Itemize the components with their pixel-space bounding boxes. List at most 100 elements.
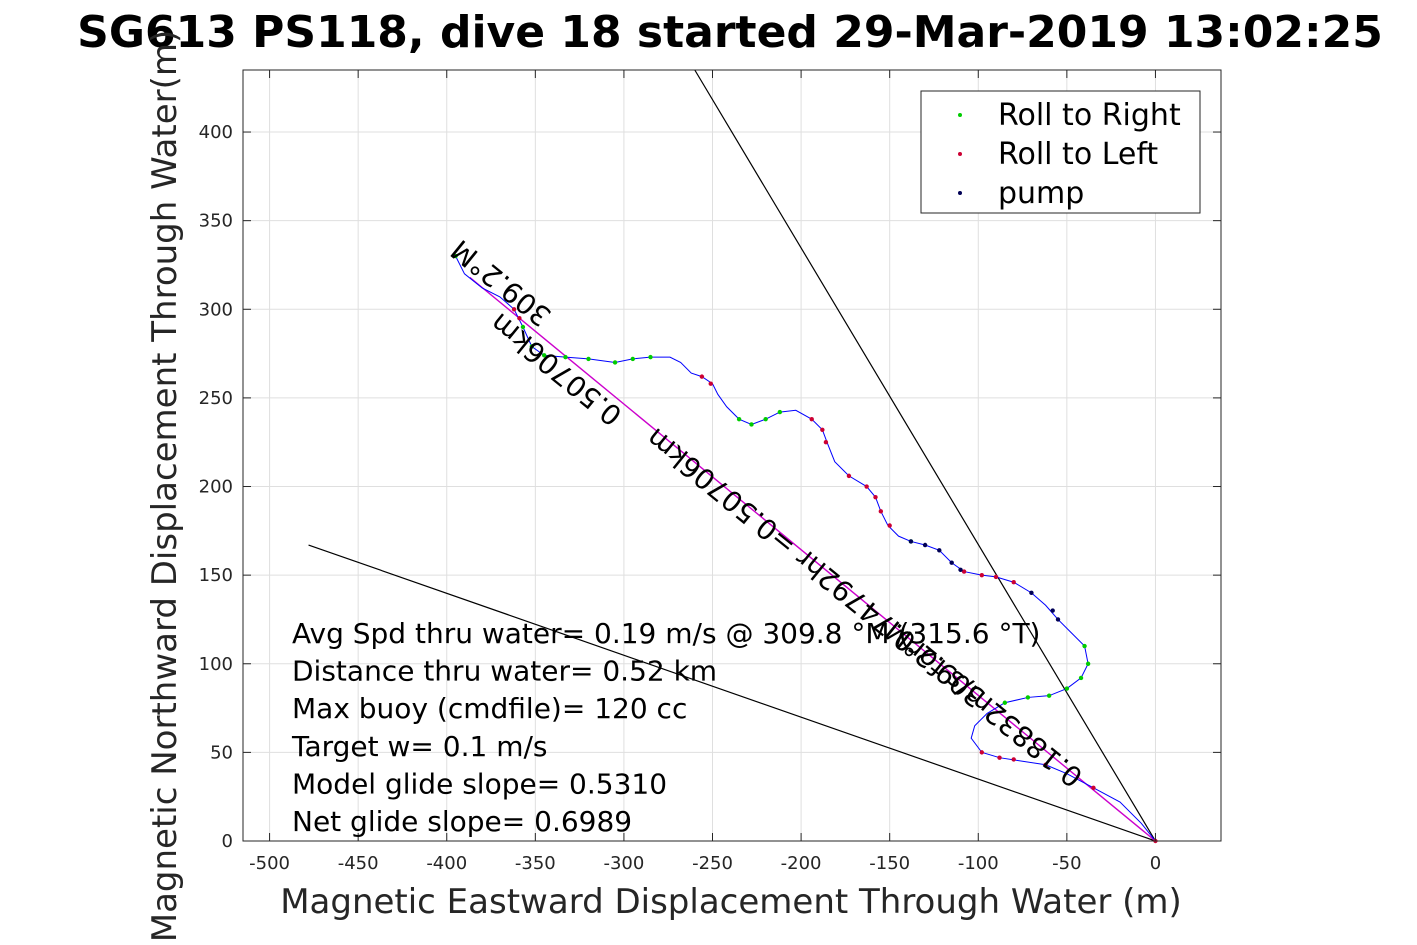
data-point (1043, 762, 1048, 767)
data-point (864, 484, 869, 489)
data-point (511, 307, 517, 312)
data-point (612, 360, 618, 365)
legend-entry: pump (998, 176, 1084, 211)
data-point (1064, 686, 1070, 691)
data-point (937, 548, 942, 553)
chart-title: SG613 PS118, dive 18 started 29-Mar-2019… (77, 7, 1383, 58)
data-point (979, 750, 985, 755)
y-tick-label: 300 (199, 299, 233, 320)
x-tick-label: 0 (1150, 853, 1161, 874)
data-point (1078, 675, 1084, 681)
y-tick-label: 350 (199, 211, 233, 232)
data-point (873, 494, 878, 500)
upper-bound-line (694, 69, 1156, 842)
x-tick-label: -200 (781, 853, 822, 874)
annotation-block: Avg Spd thru water= 0.19 m/s @ 309.8 °M … (291, 617, 1040, 838)
bound-lines (308, 69, 1156, 842)
mean-heading-line (469, 276, 1156, 842)
data-point (820, 427, 825, 432)
x-tick-label: -300 (603, 853, 644, 874)
data-point (1082, 643, 1087, 649)
data-point (922, 542, 928, 548)
data-point (823, 440, 829, 445)
legend-box (920, 90, 1201, 214)
data-point (453, 253, 458, 259)
data-point (699, 374, 705, 379)
series-roll-to-left (511, 307, 1158, 844)
series-pump (908, 539, 1061, 622)
data-point (708, 381, 713, 386)
legend-entry: Roll to Right (998, 98, 1181, 133)
data-point (630, 356, 635, 362)
x-tick-label: -500 (249, 853, 290, 874)
y-tick-label: 150 (199, 565, 233, 586)
data-point (997, 755, 1002, 760)
data-point (1011, 580, 1016, 585)
data-point (846, 473, 852, 479)
data-point (1029, 590, 1034, 596)
data-point (1011, 757, 1016, 762)
data-point (749, 422, 754, 427)
y-tick-label: 400 (199, 122, 233, 143)
track-layer (453, 253, 1158, 844)
legend-marker (958, 113, 962, 117)
x-tick-label: -350 (515, 853, 556, 874)
data-point (1091, 785, 1096, 791)
annotation-line: Target w= 0.1 m/s (291, 730, 548, 763)
data-point (586, 356, 591, 362)
x-tick-label: -450 (338, 853, 379, 874)
annotation-line: Avg Spd thru water= 0.19 m/s @ 309.8 °M … (292, 617, 1040, 650)
x-tick-label: -250 (692, 853, 733, 874)
data-point (993, 574, 999, 580)
annotation-line: Model glide slope= 0.5310 (292, 767, 667, 800)
data-point (520, 324, 526, 330)
data-point (1046, 693, 1052, 698)
data-point (958, 567, 963, 573)
data-point (878, 509, 884, 514)
data-point (648, 354, 653, 360)
data-point (777, 409, 783, 415)
legend-entry: Roll to Left (998, 137, 1158, 172)
data-point (1025, 695, 1031, 700)
y-tick-label: 50 (210, 742, 233, 763)
legend: Roll to Right Roll to Left pump (920, 90, 1201, 214)
x-tick-label: -150 (869, 853, 910, 874)
data-point (961, 569, 967, 574)
legend-marker (958, 191, 962, 195)
data-point (887, 523, 892, 528)
rotated-label: 0.18832m/s for0.74792hr =0.50706km (640, 421, 1089, 794)
data-point (1085, 661, 1091, 666)
data-point (979, 572, 985, 578)
data-point (517, 315, 522, 321)
x-tick-label: -100 (958, 853, 999, 874)
x-axis-label: Magnetic Eastward Displacement Through W… (280, 882, 1182, 922)
data-point (908, 539, 914, 544)
data-point (1002, 700, 1008, 705)
data-point (541, 353, 547, 358)
y-tick-label: 0 (222, 831, 233, 852)
data-point (736, 416, 742, 422)
data-point (809, 416, 814, 422)
data-point (529, 344, 534, 349)
annotation-line: Net glide slope= 0.6989 (292, 805, 632, 838)
data-point (949, 560, 954, 565)
data-point (1055, 617, 1061, 622)
annotation-line: Distance thru water= 0.52 km (292, 655, 717, 688)
x-tick-label: -50 (1052, 853, 1081, 874)
y-tick-label: 200 (199, 477, 233, 498)
axis-ticks: -500 -450 -400 -350 -300 -250 -200 -150 -100 -50 0… (199, 70, 1221, 874)
data-point (563, 354, 568, 360)
lower-bound-line (308, 544, 1156, 842)
annotation-line: Max buoy (cmdfile)= 120 cc (292, 692, 687, 725)
plot-frame (242, 69, 1222, 842)
y-tick-label: 100 (199, 654, 233, 675)
x-tick-label: -400 (426, 853, 467, 874)
rotated-label: 0.50706km (484, 306, 629, 432)
y-tick-label: 250 (199, 388, 233, 409)
data-point (763, 416, 768, 422)
legend-marker (958, 152, 962, 156)
glider-track (455, 255, 1156, 842)
data-point (1050, 608, 1055, 613)
y-axis-label: Magnetic Northward Displacement Through … (145, 30, 185, 943)
